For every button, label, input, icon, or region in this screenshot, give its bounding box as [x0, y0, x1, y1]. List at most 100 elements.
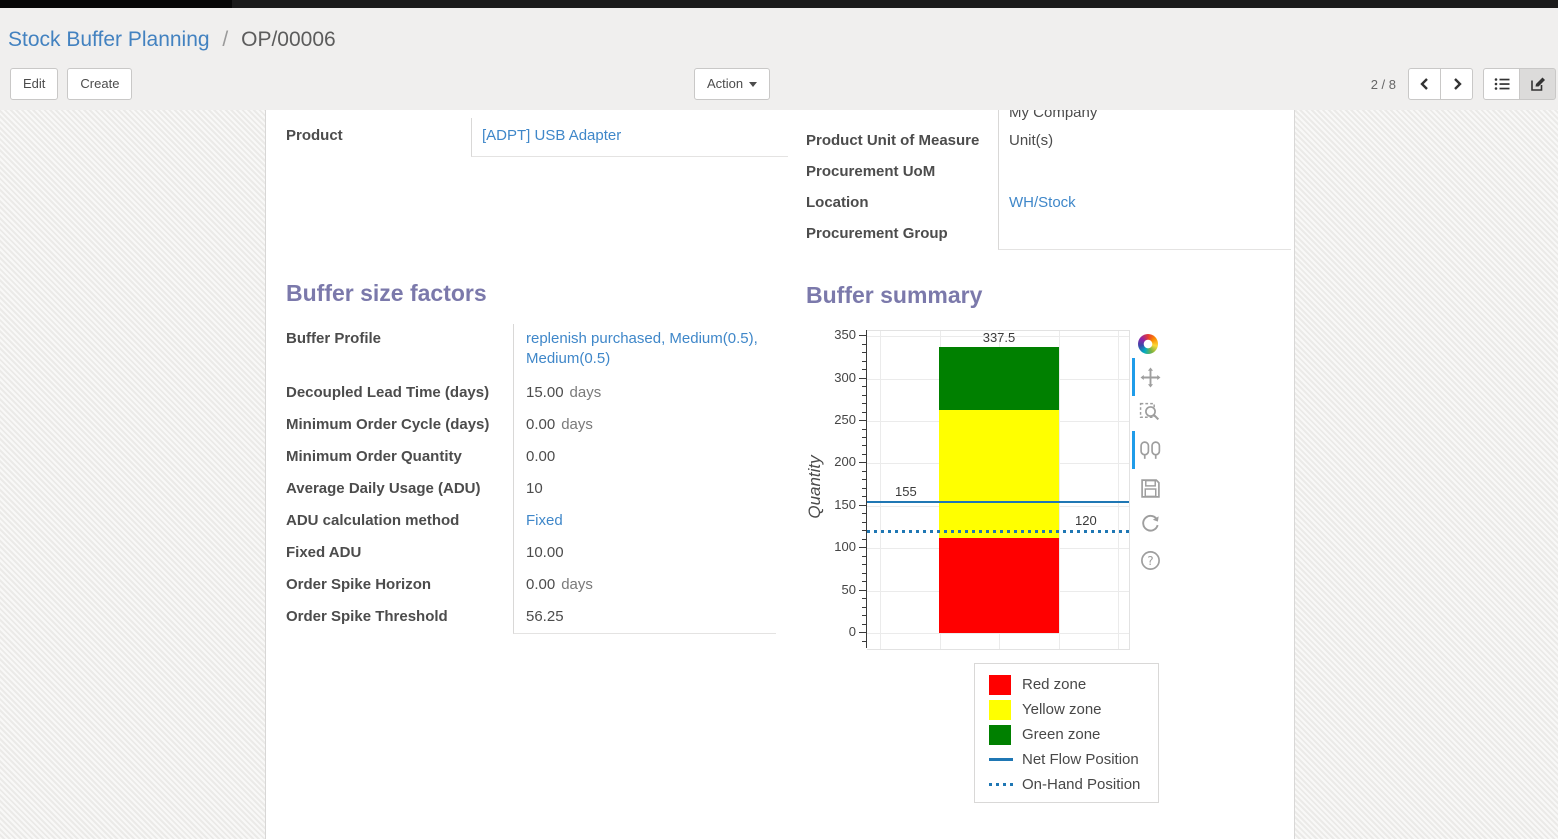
legend-item[interactable]: Net Flow Position	[975, 747, 1158, 772]
field-value-link[interactable]: WH/Stock	[1009, 194, 1076, 211]
field-unit: days	[569, 384, 602, 401]
action-label: Action	[707, 76, 744, 91]
pager-next-button[interactable]	[1440, 68, 1473, 100]
save-chart-button[interactable]	[1140, 478, 1161, 504]
form-sheet: Product [ADPT] USB Adapter My Company Prod…	[265, 110, 1295, 839]
y-axis-minor-tick	[862, 453, 866, 455]
pager-previous-button[interactable]	[1408, 68, 1441, 100]
field-value: 0.00	[513, 442, 776, 474]
modebar-active-indicator	[1132, 358, 1135, 396]
y-axis-tick-label: 250	[834, 412, 856, 427]
y-axis-minor-tick	[862, 369, 866, 371]
reset-refresh-icon	[1142, 514, 1159, 532]
field-value	[998, 219, 1291, 250]
field-value-link[interactable]: [ADPT] USB Adapter	[482, 127, 622, 144]
y-axis-tick-label: 0	[848, 624, 856, 639]
top-nav-bar	[0, 0, 1558, 8]
legend-item[interactable]: Red zone	[975, 672, 1158, 697]
y-axis-major-tick	[859, 504, 866, 506]
field-value-text: 10	[526, 480, 543, 497]
edit-button[interactable]: Edit	[10, 68, 59, 100]
field-value: My Company	[998, 110, 1291, 126]
save-disk-icon	[1141, 479, 1160, 498]
legend-label: On-Hand Position	[1022, 776, 1141, 793]
field-label: Procurement Group	[806, 225, 948, 242]
field-value-link[interactable]: Fixed	[526, 512, 563, 529]
field-label: Order Spike Horizon	[286, 576, 432, 593]
field-value: [ADPT] USB Adapter	[471, 118, 788, 157]
action-dropdown-button[interactable]: Action	[694, 68, 771, 100]
chevron-left-icon	[1419, 78, 1428, 90]
field-row: Decoupled Lead Time (days) 15.00 days	[286, 378, 776, 410]
bar-zone-yellow	[939, 410, 1059, 538]
y-axis-minor-tick	[862, 606, 866, 608]
field-value: 10.00	[513, 538, 776, 570]
legend-label: Green zone	[1022, 726, 1101, 743]
list-view-button[interactable]	[1483, 68, 1520, 100]
field-row: Order Spike Horizon 0.00 days	[286, 570, 776, 602]
field-unit: days	[561, 576, 593, 593]
field-label: ADU calculation method	[286, 512, 460, 529]
y-axis-major-tick	[859, 335, 866, 337]
field-row: Buffer Profile replenish purchased, Mediu…	[286, 324, 776, 378]
help-button[interactable]: ?	[1140, 550, 1161, 576]
field-label: Product Unit of Measure	[806, 132, 980, 149]
field-value: 56.25	[513, 602, 776, 634]
field-value: WH/Stock	[998, 188, 1291, 219]
legend-item[interactable]: On-Hand Position	[975, 772, 1158, 797]
chevron-right-icon	[1453, 78, 1462, 90]
top-nav-bar-segment	[0, 0, 232, 8]
field-row: Minimum Order Quantity 0.00	[286, 442, 776, 474]
y-axis-tick-label: 350	[834, 327, 856, 343]
field-value-link[interactable]: replenish purchased, Medium(0.5), Medium…	[526, 330, 758, 367]
y-axis-minor-tick	[862, 572, 866, 574]
field-value-text: 15.00	[526, 384, 564, 401]
y-axis-minor-tick	[862, 555, 866, 557]
field-label: Minimum Order Cycle (days)	[286, 416, 490, 433]
breadcrumb-current: OP/00006	[241, 28, 336, 51]
create-button[interactable]: Create	[67, 68, 133, 100]
plotly-logo-icon[interactable]	[1138, 334, 1158, 354]
breadcrumb-bar: Stock Buffer Planning / OP/00006	[0, 8, 1558, 62]
zoom-box-button[interactable]	[1139, 400, 1162, 428]
y-axis-major-tick	[859, 377, 866, 379]
field-value-text: Unit(s)	[1009, 132, 1054, 149]
field-label: Location	[806, 194, 869, 211]
legend-item[interactable]: Yellow zone	[975, 697, 1158, 722]
reset-axes-button[interactable]	[1140, 512, 1161, 538]
field-row: Procurement UoM	[806, 157, 1291, 188]
field-value	[998, 157, 1291, 188]
zoom-box-icon	[1139, 402, 1160, 421]
legend-item[interactable]: Green zone	[975, 722, 1158, 747]
compare-hover-button[interactable]	[1139, 440, 1162, 467]
field-value: 0.00 days	[513, 410, 776, 442]
legend-swatch-square	[989, 724, 1011, 745]
bar-zone-red	[939, 537, 1059, 633]
view-switcher	[1483, 68, 1556, 100]
gridline-horizontal	[867, 633, 1129, 634]
legend-swatch-square	[989, 699, 1011, 720]
y-axis-minor-tick	[862, 394, 866, 396]
y-axis-minor-tick	[862, 530, 866, 532]
y-axis-tick-label: 150	[834, 496, 856, 512]
field-value: Fixed	[513, 506, 776, 538]
y-axis-minor-tick	[862, 411, 866, 413]
modebar-active-indicator	[1132, 431, 1135, 469]
field-row: Product Unit of Measure Unit(s)	[806, 126, 1291, 157]
breadcrumb-parent-link[interactable]: Stock Buffer Planning	[8, 28, 210, 51]
buffer-summary-chart: 112.5262.5337.51551200501001502002503003…	[801, 325, 1146, 665]
form-view-button[interactable]	[1519, 68, 1556, 100]
field-unit: days	[561, 416, 593, 433]
list-icon	[1494, 78, 1509, 90]
y-axis-tick-label: 100	[834, 539, 856, 555]
clipped-company-value: My Company	[1009, 110, 1098, 121]
edit-form-icon	[1530, 77, 1545, 91]
field-label: Fixed ADU	[286, 544, 362, 561]
clipped-company-row: My Company	[806, 110, 1291, 126]
field-label: Buffer Profile	[286, 330, 382, 347]
pan-tool-button[interactable]	[1140, 367, 1161, 393]
field-value: 10	[513, 474, 776, 506]
field-row: Procurement Group	[806, 219, 1291, 250]
field-row: Product [ADPT] USB Adapter	[286, 118, 788, 157]
